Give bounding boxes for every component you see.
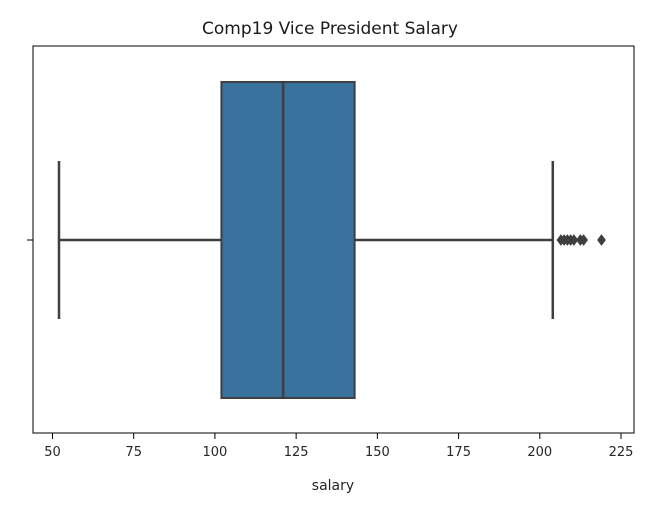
outlier-point	[597, 234, 606, 246]
x-tick-label: 100	[203, 445, 228, 460]
plot-area	[57, 81, 606, 399]
x-tick-label: 125	[284, 445, 309, 460]
x-tick-label: 150	[365, 445, 390, 460]
x-tick-label: 50	[44, 445, 61, 460]
x-axis-label: salary	[312, 478, 354, 494]
x-tick-label: 200	[527, 445, 552, 460]
chart-title: Comp19 Vice President Salary	[202, 19, 458, 39]
x-axis: 50 75 100 125 150 175 200 225	[44, 433, 633, 460]
iqr-box	[220, 81, 356, 399]
x-tick-label: 75	[125, 445, 142, 460]
outlier-point	[579, 234, 589, 246]
outlier-point	[569, 234, 579, 246]
x-tick-label: 175	[446, 445, 471, 460]
x-tick-label: 225	[609, 445, 634, 460]
